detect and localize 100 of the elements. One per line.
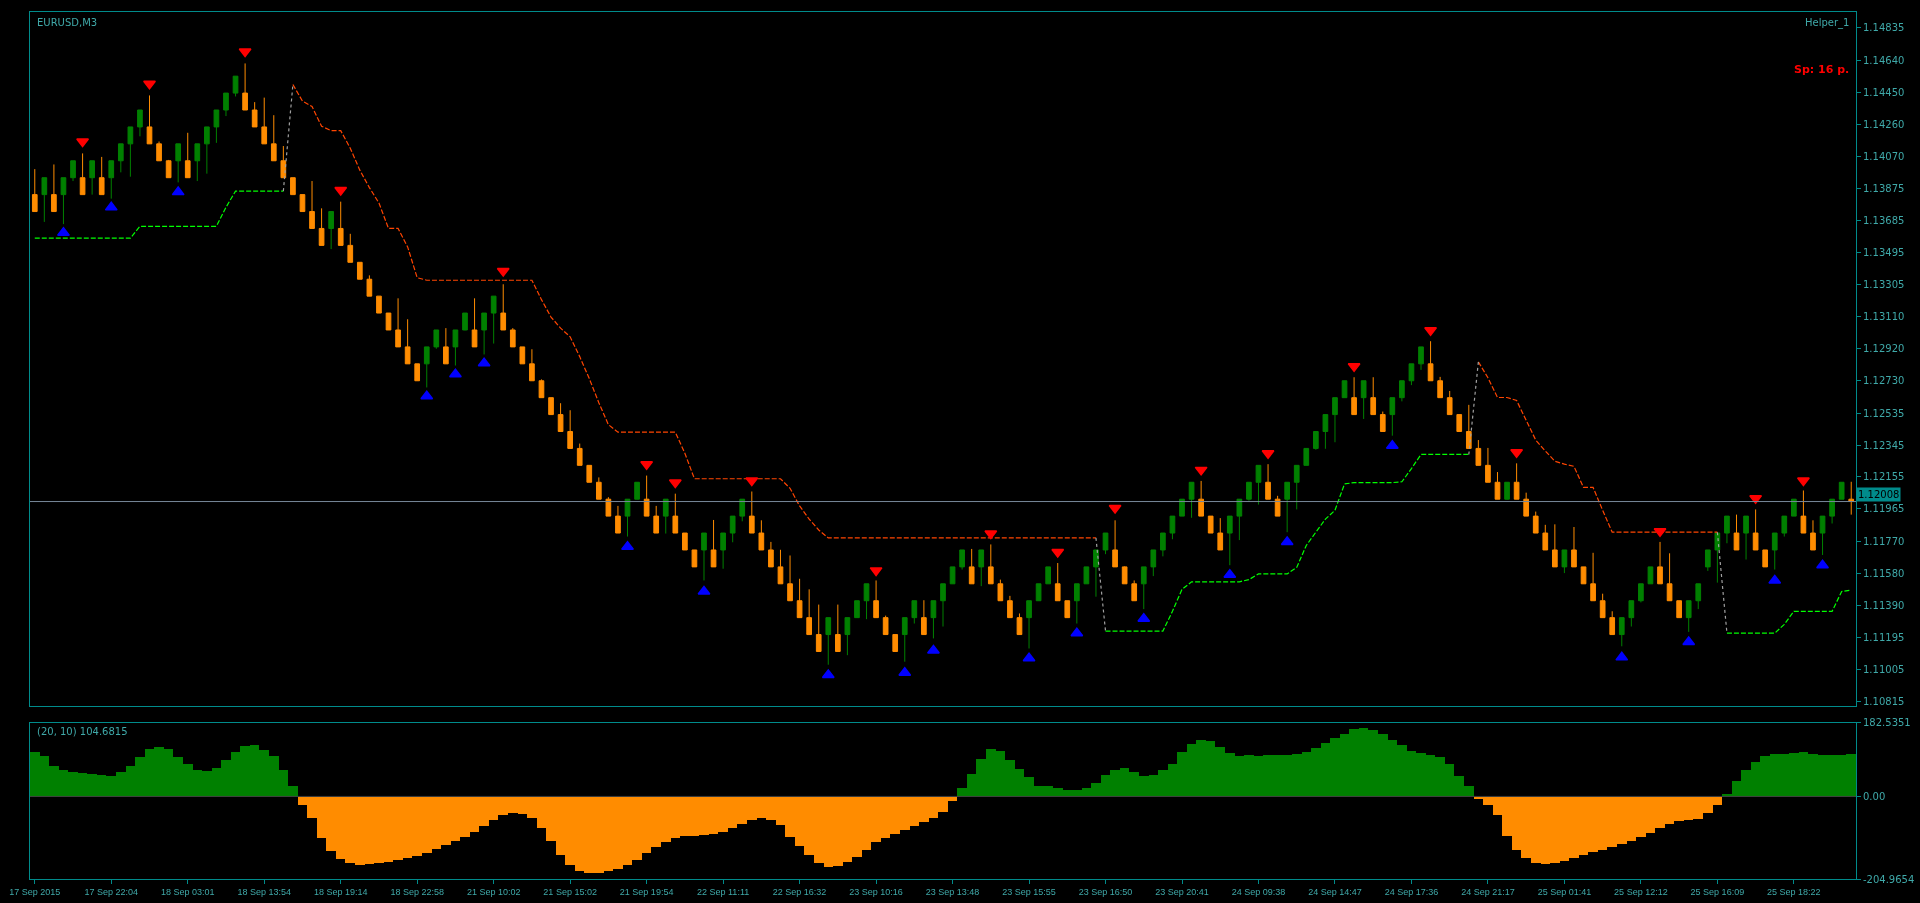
candlestick — [1704, 549, 1711, 572]
candlestick — [337, 201, 344, 246]
x-tick-label: 25 Sep 12:12 — [1614, 886, 1668, 897]
candlestick — [586, 464, 593, 483]
x-tick-label: 18 Sep 19:14 — [313, 886, 368, 897]
candlestick — [1284, 481, 1291, 533]
candlestick — [423, 346, 430, 388]
candlestick — [404, 318, 411, 365]
candlestick — [366, 274, 373, 297]
candlestick — [949, 566, 956, 585]
point — [477, 357, 491, 367]
candlestick — [825, 617, 832, 666]
candlestick — [1007, 595, 1013, 619]
point — [1615, 651, 1629, 661]
candlestick — [251, 101, 258, 128]
x-tick-label: 24 Sep 21:17 — [1461, 886, 1515, 897]
candlestick — [376, 295, 382, 314]
point — [76, 138, 90, 148]
candlestick — [194, 143, 201, 182]
y-tick-label: 0.00 — [1863, 790, 1886, 802]
x-tick-label: 18 Sep 03:01 — [160, 886, 215, 897]
candlestick — [1265, 463, 1271, 500]
y-tick-label: 1.10815 — [1863, 695, 1905, 707]
x-tick-label: 24 Sep 17:36 — [1384, 886, 1439, 897]
point — [1682, 636, 1696, 646]
candlestick — [1188, 481, 1195, 519]
x-tick-label: 25 Sep 01:41 — [1537, 886, 1592, 897]
candlestick — [60, 177, 67, 225]
x-tick-label: 23 Sep 13:48 — [925, 886, 980, 897]
candlestick — [471, 297, 478, 348]
candlestick — [873, 579, 879, 619]
candlestick — [1360, 380, 1367, 420]
candlestick — [997, 579, 1004, 602]
candlestick — [1198, 480, 1204, 517]
candlestick — [433, 329, 440, 350]
candlestick — [1724, 515, 1730, 544]
point — [1653, 528, 1667, 538]
candlestick — [1093, 549, 1099, 598]
point — [984, 530, 998, 540]
candlestick — [710, 519, 717, 568]
candlestick — [882, 615, 889, 636]
candlestick — [1743, 515, 1749, 561]
candlestick — [1246, 481, 1252, 502]
x-tick-label: 21 Sep 10:02 — [466, 886, 521, 897]
candlestick — [662, 498, 669, 535]
point — [1280, 536, 1294, 546]
candlestick — [576, 443, 583, 466]
chart-title: (20, 10) 104.6815 — [37, 726, 128, 737]
y-tick-label: 1.11965 — [1863, 503, 1905, 515]
candlestick — [1685, 600, 1692, 633]
x-tick-label: 17 Sep 2015 — [9, 886, 61, 897]
point — [420, 390, 434, 400]
candlestick — [1131, 579, 1138, 602]
candlestick — [137, 109, 143, 137]
candlestick — [1303, 447, 1310, 466]
candlestick — [930, 600, 937, 639]
y-tick-label: 1.13875 — [1863, 183, 1905, 195]
x-tick-label: 18 Sep 22:58 — [390, 886, 444, 897]
candlestick — [682, 532, 688, 551]
candlestick — [309, 180, 315, 229]
candlestick — [70, 160, 76, 182]
candlestick — [643, 475, 650, 517]
x-tick-label: 23 Sep 10:16 — [849, 886, 903, 897]
candlestick — [1513, 462, 1520, 500]
candlestick — [1647, 566, 1654, 585]
point — [1137, 612, 1151, 622]
y-tick-label: 1.14835 — [1863, 22, 1905, 34]
candlestick — [1552, 523, 1558, 568]
candlestick — [653, 505, 660, 534]
candlestick — [1140, 566, 1147, 610]
candlestick — [443, 327, 449, 365]
candlestick — [1561, 549, 1568, 574]
candlestick — [557, 402, 564, 433]
candlestick — [1370, 376, 1377, 416]
candlestick — [1179, 498, 1185, 517]
point — [1070, 627, 1084, 637]
candlestick — [1657, 541, 1663, 585]
candlestick — [911, 600, 918, 625]
candlestick — [175, 143, 182, 183]
x-tick-label: 22 Sep 16:32 — [772, 886, 827, 897]
candlestick — [672, 493, 679, 534]
y-tick-label: 1.14070 — [1863, 150, 1905, 162]
candlestick — [385, 312, 392, 331]
candlestick — [768, 541, 774, 568]
y-tick-label: 1.12155 — [1863, 471, 1905, 483]
candlestick — [1207, 515, 1214, 534]
candlestick — [117, 143, 124, 173]
candlestick — [921, 599, 927, 636]
candlestick — [1762, 549, 1769, 568]
candlestick — [1523, 492, 1530, 517]
candlestick — [1714, 532, 1721, 584]
candlestick — [615, 505, 621, 534]
point — [56, 227, 70, 237]
candlestick — [108, 160, 115, 200]
y-tick-label: 1.13110 — [1863, 311, 1905, 323]
y-tick-label: 1.14450 — [1863, 86, 1905, 98]
y-tick-label: 1.12535 — [1863, 407, 1905, 419]
candlestick — [1791, 498, 1797, 517]
candlestick — [605, 496, 612, 517]
candlestick — [567, 409, 573, 449]
